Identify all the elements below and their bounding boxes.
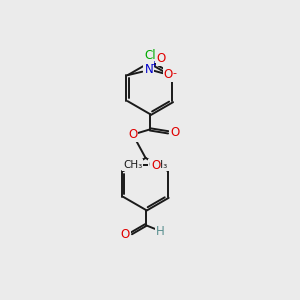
- Text: N: N: [144, 63, 153, 76]
- Text: O: O: [120, 228, 130, 241]
- Text: O: O: [164, 68, 173, 81]
- Text: O: O: [131, 158, 140, 172]
- Text: Cl: Cl: [144, 49, 156, 62]
- Text: O: O: [170, 126, 179, 139]
- Text: O: O: [157, 52, 166, 65]
- Text: +: +: [151, 59, 158, 68]
- Text: -: -: [173, 68, 177, 78]
- Text: H: H: [156, 225, 165, 239]
- Text: CH₃: CH₃: [149, 160, 168, 170]
- Text: CH₃: CH₃: [123, 160, 142, 170]
- Text: O: O: [151, 158, 160, 172]
- Text: O: O: [128, 128, 137, 141]
